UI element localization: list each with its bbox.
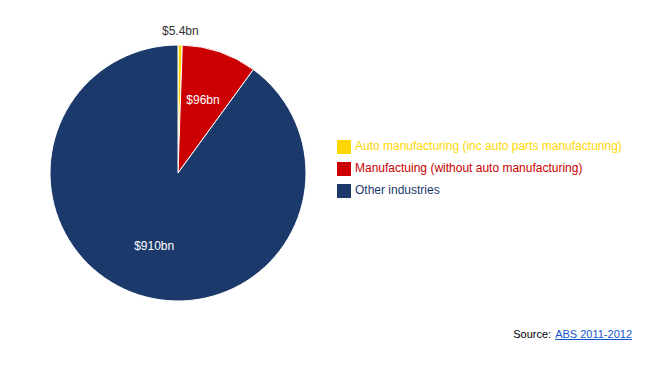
svg-text:$5.4bn: $5.4bn [162, 24, 199, 38]
html-text:Source: ABS 2011-2012: Source: ABS 2011-2012 [513, 328, 632, 340]
svg-text:$96bn: $96bn [186, 93, 219, 107]
html-text:Auto manufacturing (inc auto p: Auto manufacturing (inc auto parts manuf… [355, 139, 622, 153]
svg-text:$910bn: $910bn [134, 239, 174, 253]
html-text:Other industries: Other industries [355, 183, 440, 197]
html-text:Manufactuing (without auto man: Manufactuing (without auto manufacturing… [355, 161, 583, 175]
